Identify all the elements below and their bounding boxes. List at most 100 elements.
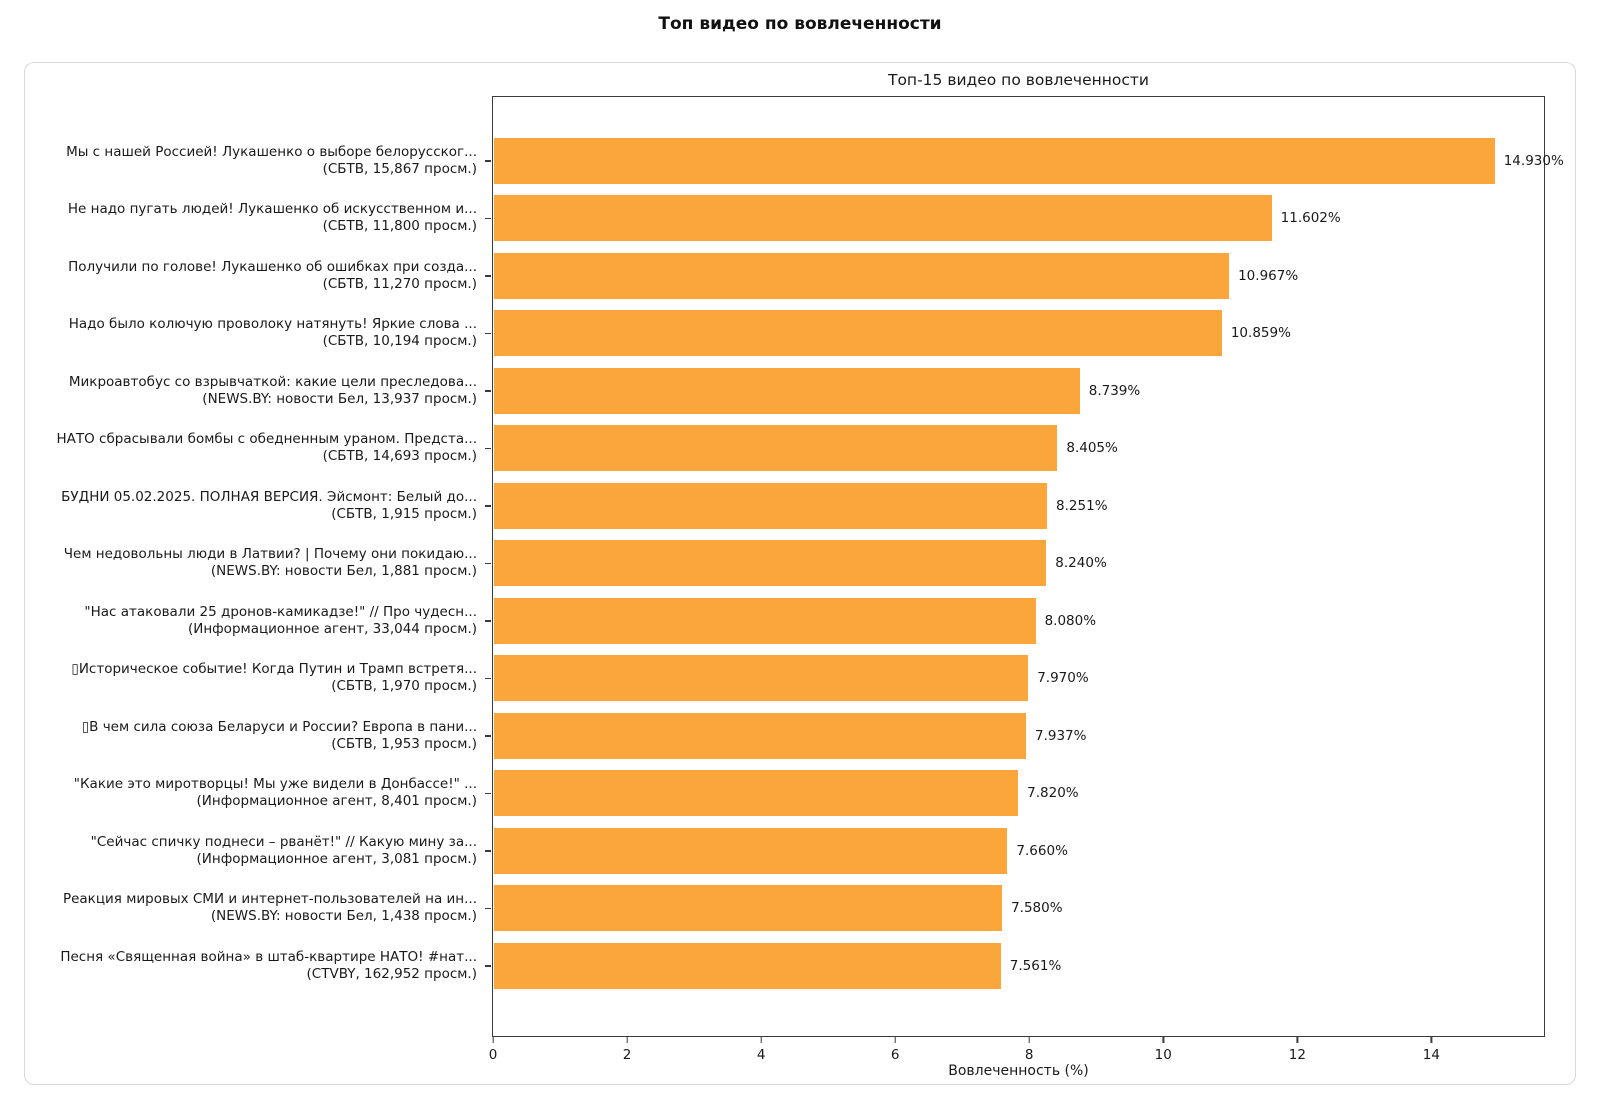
video-meta: (СБТВ, 1,970 просм.) <box>331 678 477 695</box>
bar-track: 7.970% <box>493 650 1544 708</box>
x-tick: 6 <box>890 1037 900 1063</box>
bar-value-label: 11.602% <box>1280 210 1341 227</box>
engagement-bar <box>494 885 1003 932</box>
bar-track: 7.820% <box>493 765 1544 823</box>
y-tick-mark <box>485 390 491 392</box>
category-label: Чем недовольны люди в Латвии? | Почему о… <box>25 546 477 580</box>
y-tick-mark <box>485 735 491 737</box>
x-tick-mark <box>626 1037 628 1043</box>
category-label: НАТО сбрасывали бомбы с обедненным урано… <box>25 431 477 465</box>
video-title: Надо было колючую проволоку натянуть! Яр… <box>68 316 477 333</box>
video-title: "Сейчас спичку поднеси – рванёт!" // Как… <box>90 833 477 850</box>
bar-track: 8.739% <box>493 362 1544 420</box>
engagement-bar <box>494 712 1026 759</box>
y-tick-mark <box>485 562 491 564</box>
y-tick-mark <box>485 332 491 334</box>
bar-track: 10.967% <box>493 247 1544 305</box>
bar-value-label: 8.251% <box>1056 497 1108 514</box>
chart-card: Топ-15 видео по вовлеченности Мы с нашей… <box>24 62 1576 1085</box>
category-label: "Нас атаковали 25 дронов-камикадзе!" // … <box>25 604 477 638</box>
x-tick: 10 <box>1155 1037 1172 1063</box>
video-title: Получили по голове! Лукашенко об ошибках… <box>68 258 477 275</box>
y-tick-mark <box>485 677 491 679</box>
x-tick-mark <box>1430 1037 1433 1043</box>
bar-row: НАТО сбрасывали бомбы с обедненным урано… <box>25 420 1544 478</box>
bar-track: 14.930% <box>493 132 1564 190</box>
y-tick-mark <box>485 217 491 219</box>
bar-track: 7.561% <box>493 937 1544 995</box>
x-tick-label: 10 <box>1154 1047 1172 1063</box>
engagement-bar <box>494 770 1019 817</box>
bar-track: 8.251% <box>493 477 1544 535</box>
x-tick-label: 2 <box>622 1047 632 1063</box>
x-tick-label: 6 <box>890 1047 900 1063</box>
engagement-bar <box>494 655 1029 702</box>
x-tick-mark <box>760 1037 762 1043</box>
bar-value-label: 14.930% <box>1503 152 1564 169</box>
x-tick: 0 <box>489 1037 497 1063</box>
category-label: "Какие это миротворцы! Мы уже видели в Д… <box>25 776 477 810</box>
bar-value-label: 8.739% <box>1088 382 1141 399</box>
y-tick-mark <box>485 447 491 449</box>
video-meta: (СБТВ, 10,194 просм.) <box>322 333 477 350</box>
chart-title: Топ-15 видео по вовлеченности <box>887 71 1149 89</box>
bar-value-label: 7.820% <box>1027 785 1079 802</box>
bar-row: Не надо пугать людей! Лукашенко об искус… <box>25 190 1544 248</box>
x-axis: 0 2 4 6 8 10 12 14 <box>489 1037 1544 1067</box>
video-meta: (СБТВ, 1,953 просм.) <box>331 735 477 752</box>
category-label: Получили по голове! Лукашенко об ошибках… <box>25 259 477 293</box>
bar-track: 8.240% <box>493 535 1544 593</box>
bar-value-label: 8.240% <box>1055 555 1107 572</box>
video-meta: (Информационное агент, 8,401 просм.) <box>196 793 477 810</box>
bar-track: 7.937% <box>493 707 1544 765</box>
category-label: ▯Историческое событие! Когда Путин и Тра… <box>25 661 477 695</box>
bar-row: Микроавтобус со взрывчаткой: какие цели … <box>25 362 1544 420</box>
engagement-bar <box>494 195 1272 242</box>
engagement-bar <box>494 540 1047 587</box>
bar-row: ▯В чем сила союза Беларуси и России? Евр… <box>25 707 1544 765</box>
video-title: ▯Историческое событие! Когда Путин и Тра… <box>71 661 477 678</box>
category-label: БУДНИ 05.02.2025. ПОЛНАЯ ВЕРСИЯ. Эйсмонт… <box>25 489 477 523</box>
bar-value-label: 7.937% <box>1035 727 1087 744</box>
bar-value-label: 10.967% <box>1238 267 1299 284</box>
x-tick-mark <box>894 1037 896 1043</box>
bar-value-label: 7.561% <box>1009 957 1062 974</box>
bar-value-label: 7.580% <box>1011 900 1063 917</box>
y-tick-mark <box>485 792 491 794</box>
video-meta: (СБТВ, 14,693 просм.) <box>322 448 477 465</box>
bar-row: "Какие это миротворцы! Мы уже видели в Д… <box>25 765 1544 823</box>
video-title: Микроавтобус со взрывчаткой: какие цели … <box>68 373 477 390</box>
engagement-bar <box>494 137 1495 184</box>
engagement-bar <box>494 482 1048 529</box>
video-meta: (СБТВ, 1,915 просм.) <box>331 505 477 522</box>
engagement-bar <box>494 827 1008 874</box>
bar-rows: Мы с нашей Россией! Лукашенко о выборе б… <box>25 132 1564 995</box>
video-meta: (NEWS.BY: новости Бел, 1,438 просм.) <box>210 908 477 925</box>
bar-row: Мы с нашей Россией! Лукашенко о выборе б… <box>25 132 1564 190</box>
bar-value-label: 8.405% <box>1066 440 1118 457</box>
x-tick: 12 <box>1289 1037 1306 1063</box>
x-tick-label: 8 <box>1024 1047 1034 1063</box>
video-meta: (СБТВ, 11,800 просм.) <box>322 218 477 235</box>
category-label: Не надо пугать людей! Лукашенко об искус… <box>25 201 477 235</box>
bar-track: 8.405% <box>493 420 1544 478</box>
bar-value-label: 7.970% <box>1037 670 1089 687</box>
bar-track: 11.602% <box>493 190 1544 248</box>
bar-track: 10.859% <box>493 305 1544 363</box>
bar-row: Надо было колючую проволоку натянуть! Яр… <box>25 305 1544 363</box>
category-label: ▯В чем сила союза Беларуси и России? Евр… <box>25 719 477 753</box>
page-title: Топ видео по вовлеченности <box>658 14 942 34</box>
bar-row: БУДНИ 05.02.2025. ПОЛНАЯ ВЕРСИЯ. Эйсмонт… <box>25 477 1544 535</box>
x-tick-label: 4 <box>756 1047 766 1063</box>
x-tick-label: 14 <box>1422 1047 1440 1063</box>
video-meta: (СБТВ, 15,867 просм.) <box>322 160 477 177</box>
x-tick: 4 <box>756 1037 766 1063</box>
engagement-bar <box>494 252 1230 299</box>
y-tick-mark <box>485 850 491 852</box>
video-title: Реакция мировых СМИ и интернет-пользоват… <box>62 891 477 908</box>
video-meta: (Информационное агент, 3,081 просм.) <box>196 850 477 867</box>
category-label: "Сейчас спичку поднеси – рванёт!" // Как… <box>25 834 477 868</box>
y-tick-mark <box>485 160 491 162</box>
x-tick: 8 <box>1025 1037 1034 1063</box>
plot-area <box>492 96 1545 1037</box>
